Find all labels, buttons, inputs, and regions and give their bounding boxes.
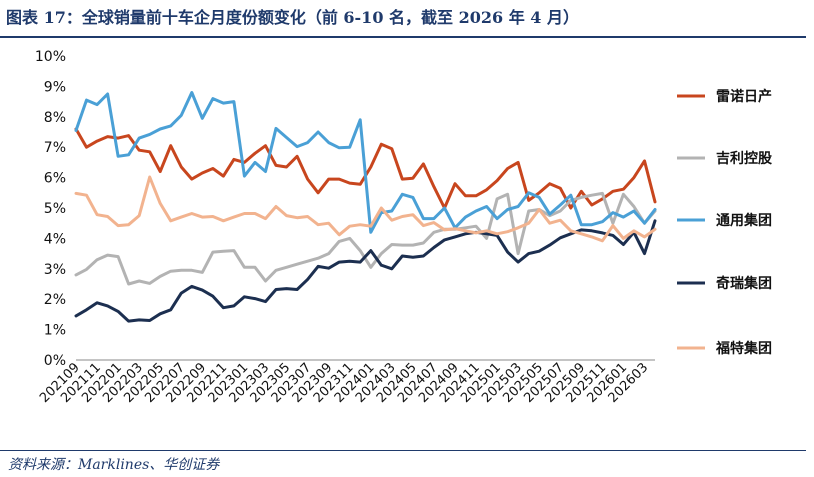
legend-label: 奇瑞集团 [716, 275, 772, 292]
top-rule [0, 36, 806, 38]
legend-label: 雷诺日产 [716, 88, 772, 105]
legend-label: 福特集团 [715, 340, 772, 357]
legend-label: 通用集团 [716, 212, 772, 229]
x-axis: 2021092021112022012022032022052022072022… [37, 359, 655, 406]
source-note: 资料来源：Marklines、华创证券 [8, 457, 220, 473]
legend-label: 吉利控股 [716, 150, 773, 167]
y-tick-label: 9% [44, 79, 66, 95]
y-tick-label: 8% [44, 110, 66, 126]
y-tick-label: 7% [44, 140, 66, 156]
series-line [74, 91, 657, 234]
y-tick-label: 3% [44, 262, 66, 278]
y-tick-label: 2% [44, 292, 66, 308]
series-line [74, 191, 657, 286]
y-tick-label: 1% [44, 323, 66, 339]
figure-title: 图表 17：全球销量前十车企月度份额变化（前 6-10 名，截至 2026 年 … [6, 8, 579, 27]
series-line [74, 219, 657, 323]
y-tick-label: 4% [44, 231, 66, 247]
y-tick-label: 5% [44, 201, 66, 217]
series-lines [74, 91, 657, 323]
bottom-rule [0, 450, 806, 451]
y-tick-label: 6% [44, 171, 66, 187]
y-tick-label: 10% [35, 49, 66, 65]
y-axis-ticks: 0% 1% 2% 3% 4% 5% 6% 7% 8% 9% 10% [35, 49, 66, 369]
y-tick-label: 0% [44, 353, 66, 369]
series-line [74, 175, 657, 243]
